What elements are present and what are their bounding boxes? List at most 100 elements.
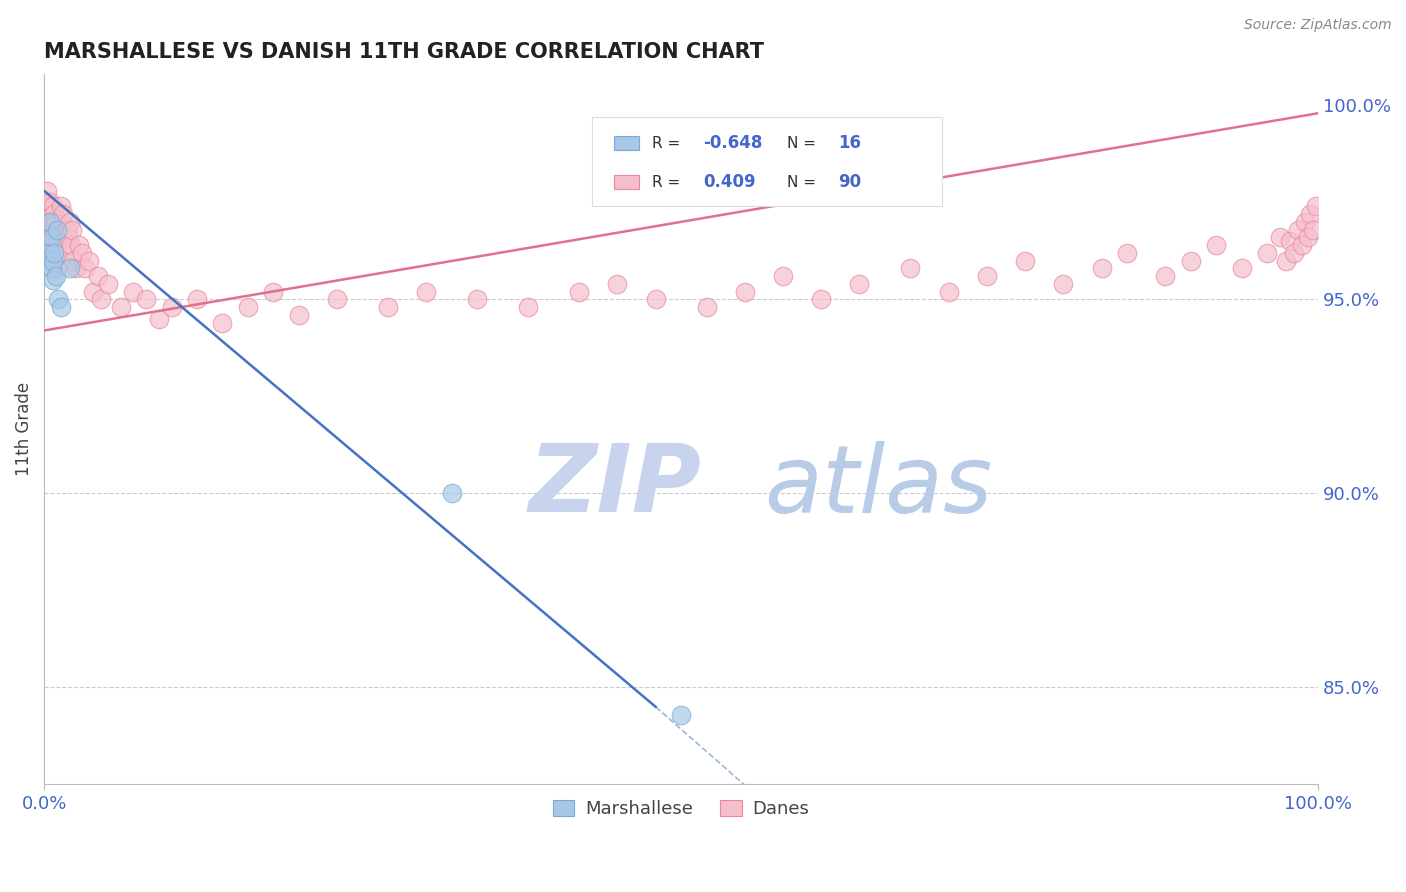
- Point: [1154, 269, 1177, 284]
- Point: [58, 261, 80, 276]
- Point: [1268, 230, 1291, 244]
- Point: [644, 293, 666, 307]
- Text: -0.648: -0.648: [703, 135, 762, 153]
- Point: [1302, 222, 1324, 236]
- Text: 0.409: 0.409: [703, 173, 755, 192]
- Point: [42, 215, 65, 229]
- Point: [1286, 222, 1309, 236]
- Point: [73, 261, 96, 276]
- Point: [1052, 277, 1074, 291]
- Point: [72, 246, 94, 260]
- Point: [38, 199, 60, 213]
- Text: 90: 90: [838, 173, 860, 192]
- Point: [45, 269, 67, 284]
- Point: [65, 261, 87, 276]
- Point: [772, 269, 794, 284]
- Point: [42, 199, 65, 213]
- Point: [1305, 199, 1327, 213]
- Point: [45, 215, 67, 229]
- Point: [44, 246, 66, 260]
- Point: [1294, 215, 1316, 229]
- Point: [77, 253, 100, 268]
- Point: [1090, 261, 1112, 276]
- Point: [568, 285, 591, 299]
- Point: [51, 222, 73, 236]
- Point: [44, 246, 66, 260]
- Bar: [613, 136, 640, 151]
- Point: [440, 486, 463, 500]
- Point: [288, 308, 311, 322]
- Point: [148, 311, 170, 326]
- Text: ZIP: ZIP: [529, 441, 702, 533]
- Point: [1275, 253, 1298, 268]
- Point: [41, 261, 63, 276]
- Point: [1291, 238, 1313, 252]
- Point: [262, 285, 284, 299]
- Point: [326, 293, 349, 307]
- Point: [122, 285, 145, 299]
- Point: [58, 215, 80, 229]
- Point: [415, 285, 437, 299]
- Point: [49, 300, 72, 314]
- Point: [46, 246, 69, 260]
- Point: [110, 300, 132, 314]
- Point: [42, 253, 65, 268]
- Legend: Marshallese, Danes: Marshallese, Danes: [546, 792, 817, 825]
- Point: [45, 238, 67, 252]
- Point: [41, 207, 63, 221]
- Point: [35, 253, 58, 268]
- Point: [52, 230, 75, 244]
- Point: [37, 207, 59, 221]
- Point: [734, 285, 756, 299]
- Point: [135, 293, 157, 307]
- Point: [1230, 261, 1253, 276]
- Point: [49, 199, 72, 213]
- Point: [39, 215, 62, 229]
- Point: [848, 277, 870, 291]
- Point: [39, 215, 62, 229]
- Point: [42, 273, 65, 287]
- Point: [236, 300, 259, 314]
- Point: [1256, 246, 1278, 260]
- Text: R =: R =: [652, 175, 685, 190]
- Text: MARSHALLESE VS DANISH 11TH GRADE CORRELATION CHART: MARSHALLESE VS DANISH 11TH GRADE CORRELA…: [44, 42, 763, 62]
- Point: [1296, 230, 1319, 244]
- Point: [1180, 253, 1202, 268]
- Point: [669, 707, 692, 722]
- Point: [59, 238, 82, 252]
- Point: [82, 285, 104, 299]
- Point: [900, 261, 922, 276]
- Point: [1299, 207, 1322, 221]
- Point: [90, 293, 112, 307]
- Point: [1116, 246, 1139, 260]
- Point: [67, 238, 90, 252]
- Point: [38, 234, 60, 248]
- Point: [938, 285, 960, 299]
- Point: [44, 207, 66, 221]
- Point: [810, 293, 832, 307]
- Point: [62, 253, 84, 268]
- Text: Source: ZipAtlas.com: Source: ZipAtlas.com: [1244, 18, 1392, 32]
- Point: [39, 246, 62, 260]
- Point: [186, 293, 208, 307]
- Point: [45, 230, 67, 244]
- Point: [86, 269, 108, 284]
- Point: [48, 234, 70, 248]
- Point: [517, 300, 540, 314]
- Point: [45, 261, 67, 276]
- Point: [35, 184, 58, 198]
- Point: [1282, 246, 1305, 260]
- Text: N =: N =: [787, 136, 821, 151]
- FancyBboxPatch shape: [592, 117, 942, 206]
- Point: [45, 222, 67, 236]
- Point: [976, 269, 998, 284]
- Point: [160, 300, 183, 314]
- Point: [696, 300, 718, 314]
- Point: [39, 230, 62, 244]
- Point: [41, 222, 63, 236]
- Point: [211, 316, 233, 330]
- Point: [97, 277, 120, 291]
- Point: [1205, 238, 1227, 252]
- Point: [44, 222, 66, 236]
- Point: [58, 230, 80, 244]
